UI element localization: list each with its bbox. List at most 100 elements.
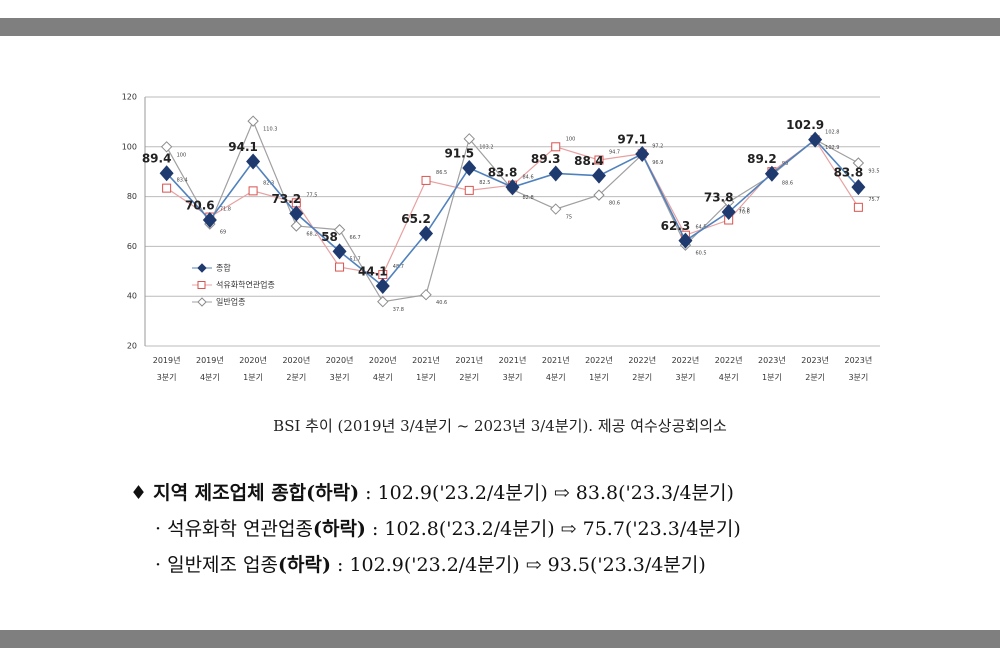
marker	[377, 295, 389, 308]
data-label: 83.8	[488, 166, 518, 180]
marker	[162, 183, 172, 193]
x-tick-label: 2020년 1분기	[239, 355, 267, 382]
marker	[248, 186, 258, 196]
x-tick-label: 2022년 4분기	[715, 355, 743, 382]
legend-label: 일반업종	[216, 298, 245, 307]
data-label: 100	[566, 136, 576, 142]
data-label: 75.7	[868, 197, 879, 203]
data-label: 97.1	[617, 133, 647, 147]
data-label: 102.8	[825, 129, 839, 135]
marker	[764, 165, 779, 182]
x-tick-label: 2020년 3분기	[326, 355, 354, 382]
data-label: 100	[177, 152, 187, 158]
data-label: 73.2	[272, 192, 302, 206]
marker	[593, 189, 605, 201]
x-tick-label: 2023년 1분기	[758, 355, 786, 382]
bullet-detail: : 102.8('23.2/4분기) ⇨ 75.7('23.3/4분기)	[371, 518, 741, 540]
marker	[419, 225, 434, 242]
y-tick-label: 60	[127, 242, 137, 251]
marker	[420, 288, 432, 301]
bullet: · 일반제조 업종(하락) : 102.9('23.2/4분기) ⇨ 93.5(…	[155, 550, 706, 577]
x-tick-label: 2020년 2분기	[282, 355, 310, 382]
series-line	[166, 119, 859, 303]
data-label: 102.9	[786, 118, 824, 132]
y-tick-label: 120	[122, 93, 137, 102]
data-label: 94.1	[228, 140, 258, 154]
bullet-detail: : 102.9('23.2/4분기) ⇨ 93.5('23.3/4분기)	[337, 554, 706, 576]
x-tick-label: 2019년 4분기	[196, 355, 224, 382]
marker	[463, 133, 475, 145]
marker	[462, 159, 477, 176]
data-label: 70.6	[185, 199, 215, 213]
marker	[678, 232, 693, 249]
data-label: 77.8	[739, 208, 750, 214]
data-label: 40.6	[436, 300, 447, 306]
data-label: 103.2	[479, 144, 493, 150]
x-tick-label: 2021년 2분기	[455, 355, 483, 382]
x-tick-label: 2021년 3분기	[499, 355, 527, 382]
marker	[550, 203, 562, 215]
chart: 20 40 60 80 100 120 2019년 3분기 2019년 4분기 2020년 1분기 20…	[122, 93, 880, 382]
marker	[721, 204, 736, 221]
data-label: 65.2	[401, 212, 431, 226]
marker	[159, 165, 174, 182]
x-tick-label: 2022년 1분기	[585, 355, 613, 382]
x-tick-label: 2021년 1분기	[412, 355, 440, 382]
marker	[808, 131, 823, 148]
data-label: 89.2	[747, 152, 777, 166]
marker	[551, 142, 561, 152]
data-label: 96.9	[652, 160, 663, 166]
x-tick-label: 2022년 2분기	[628, 355, 656, 382]
x-tick-label: 2020년 4분기	[369, 355, 397, 382]
y-tick-label: 80	[127, 192, 137, 201]
marker	[421, 175, 431, 185]
data-label: 66.7	[350, 235, 361, 241]
marker	[853, 202, 863, 212]
bullet-detail: : 102.9('23.2/4분기) ⇨ 83.8('23.3/4분기)	[365, 482, 734, 504]
bullet: ♦ 지역 제조업체 종합(하락) : 102.9('23.2/4분기) ⇨ 83…	[130, 478, 734, 505]
data-label: 37.8	[393, 307, 404, 313]
data-label: 110.3	[263, 127, 277, 133]
legend-label: 석유화학연관업종	[216, 280, 275, 290]
data-label: 82.5	[479, 180, 490, 186]
marker	[635, 146, 650, 163]
marker	[594, 155, 604, 165]
marker	[851, 179, 866, 196]
data-label: 68.2	[306, 231, 317, 237]
bullet: · 석유화학 연관업종(하락) : 102.8('23.2/4분기) ⇨ 75.…	[155, 514, 741, 541]
marker	[333, 224, 346, 236]
marker	[591, 167, 606, 184]
data-label: 88.6	[782, 181, 793, 187]
y-tick-label: 40	[127, 292, 137, 301]
bullet-status: (하락)	[312, 518, 366, 540]
caption: BSI 추이 (2019년 3/4분기 ~ 2023년 3/4분기). 제공 여…	[273, 417, 727, 435]
bullet-label: 일반제조 업종	[167, 554, 279, 576]
marker	[247, 115, 259, 127]
x-tick-label: 2023년 3분기	[845, 355, 873, 382]
data-label: 89.3	[531, 152, 561, 166]
data-label: 89.4	[142, 152, 172, 166]
x-tick-label: 2019년 3분기	[153, 355, 181, 382]
marker	[335, 262, 345, 272]
legend-marker	[197, 297, 207, 307]
x-tick-label: 2023년 2분기	[801, 355, 829, 382]
data-label: 94.7	[609, 149, 620, 155]
data-label: 51.7	[350, 257, 361, 263]
marker	[290, 220, 303, 232]
bullet-marker: ·	[155, 554, 162, 576]
data-label: 88.4	[574, 154, 604, 168]
data-label: 69	[220, 229, 226, 235]
marker	[332, 243, 347, 260]
data-label: 91.5	[444, 146, 474, 160]
bullet-label: 석유화학 연관업종	[167, 518, 313, 540]
data-label: 62.3	[661, 219, 691, 233]
marker	[160, 141, 173, 153]
marker	[505, 179, 520, 196]
legend-label: 종합	[216, 264, 231, 273]
data-label: 70.6	[739, 210, 750, 216]
data-label: 73.8	[704, 191, 734, 205]
legend-marker	[197, 263, 207, 273]
data-label: 58	[321, 230, 338, 244]
data-label: 93.5	[868, 168, 879, 174]
bullet-marker: ♦	[130, 482, 148, 504]
